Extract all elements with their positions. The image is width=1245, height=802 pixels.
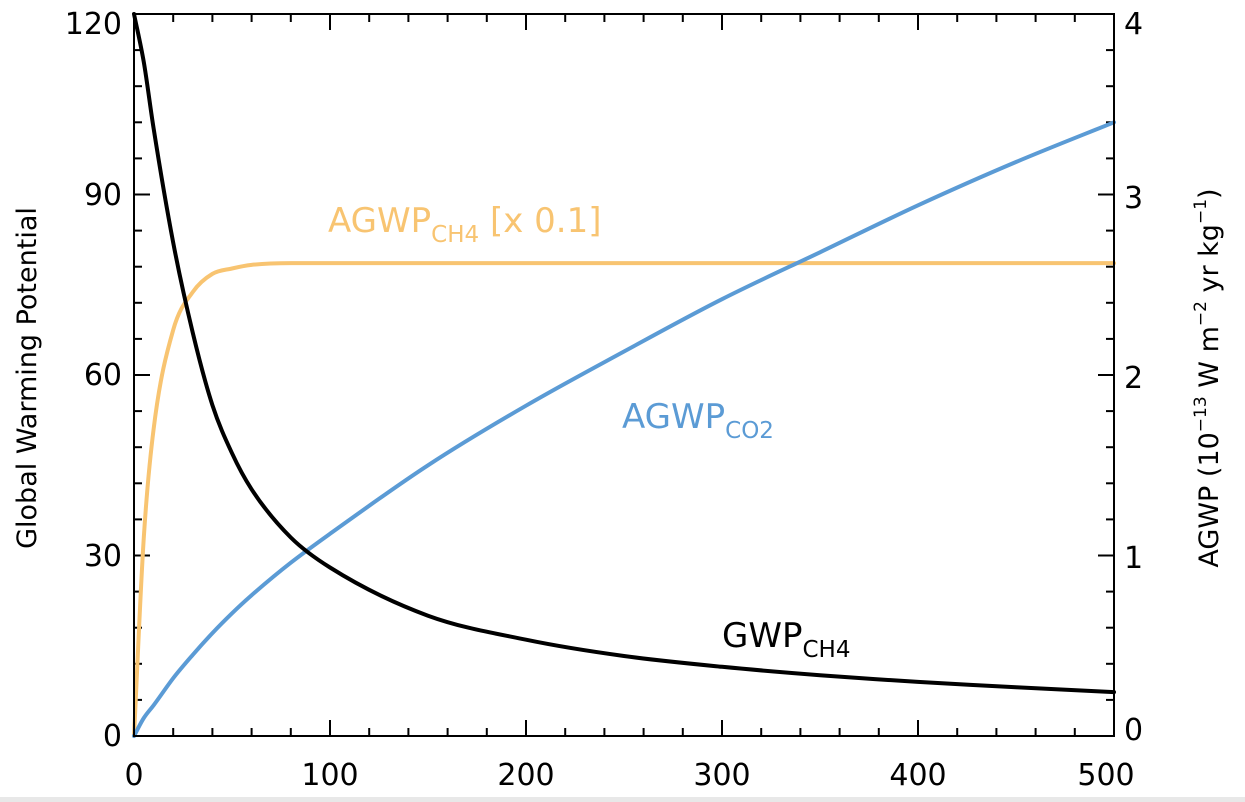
agwp-ch4-label-sub: CH4: [431, 222, 479, 248]
tick-marks: [133, 13, 1115, 737]
y2-title-mid2: yr kg: [1194, 224, 1225, 301]
y2-title-end: ): [1194, 188, 1225, 199]
x-tick-labels: 0 100 200 300 400 500: [124, 758, 1134, 793]
y-axis-title: Global Warming Potential: [12, 207, 43, 549]
y2-tick-labels: 0 1 2 3 4: [1124, 7, 1143, 748]
agwp-co2-label: AGWPCO2: [622, 397, 774, 444]
gwp-ch4-label-sub: CH4: [802, 637, 850, 663]
agwp-co2-label-sub: CO2: [725, 418, 774, 444]
x-tick-label: 200: [497, 758, 554, 793]
series-lines: [132, 12, 1116, 738]
series-line-agwp-co2: [132, 120, 1116, 738]
y2-title-exp3: −1: [1191, 199, 1211, 224]
agwp-ch4-label-main: AGWP: [328, 201, 431, 241]
gwp-ch4-label-main: GWP: [722, 616, 802, 656]
y-tick-label: 90: [84, 178, 122, 213]
y2-tick-label: 2: [1124, 361, 1143, 396]
y-tick-label: 60: [84, 358, 122, 393]
agwp-co2-label-main: AGWP: [622, 397, 725, 437]
x-tick-label: 500: [1077, 758, 1134, 793]
y-tick-label: 30: [84, 539, 122, 574]
plot-frame: [133, 13, 1115, 737]
y2-title-mid1: W m: [1194, 326, 1225, 396]
agwp-ch4-label: AGWPCH4 [x 0.1]: [328, 201, 601, 248]
gwp-ch4-label: GWPCH4: [722, 616, 850, 663]
agwp-ch4-label-suffix: [x 0.1]: [479, 201, 601, 241]
y2-tick-label: 0: [1124, 713, 1143, 748]
y2-title-exp2: −2: [1191, 301, 1211, 326]
y2-tick-label: 4: [1124, 7, 1143, 42]
x-tick-label: 0: [124, 758, 143, 793]
x-tick-label: 400: [889, 758, 946, 793]
y-tick-labels: 0 30 60 90 120: [65, 7, 122, 754]
y-tick-label: 0: [103, 719, 122, 754]
y-tick-label: 120: [65, 7, 122, 42]
y2-title-main: AGWP (10: [1194, 432, 1225, 567]
x-tick-label: 100: [301, 758, 358, 793]
x-tick-label: 300: [693, 758, 750, 793]
y2-axis-title: AGWP (10−13 W m−2 yr kg−1): [1191, 188, 1225, 567]
y2-tick-label: 3: [1124, 181, 1143, 216]
y2-tick-label: 1: [1124, 541, 1143, 576]
series-line-agwp-ch4-x-0-1: [132, 261, 1116, 738]
series-line-gwp-ch4: [132, 12, 1116, 695]
y2-title-exp1: −13: [1191, 396, 1211, 432]
bottom-strip: [0, 797, 1245, 802]
